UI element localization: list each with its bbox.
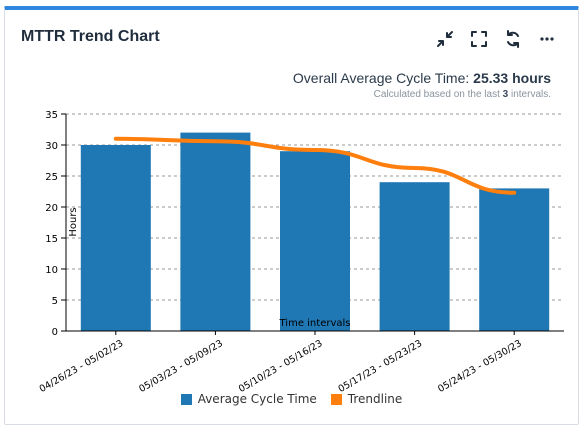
bar[interactable] xyxy=(280,151,350,331)
legend-item-trendline[interactable]: Trendline xyxy=(330,392,403,406)
y-axis-label: Hours xyxy=(68,207,79,236)
summary-note-prefix: Calculated based on the last xyxy=(373,89,500,100)
x-tick-label: 05/10/23 - 05/16/23 xyxy=(237,338,325,395)
bar[interactable] xyxy=(180,132,251,331)
y-tick-label: 25 xyxy=(45,172,58,183)
trendline xyxy=(113,136,517,195)
legend-label-bar: Average Cycle Time xyxy=(197,392,317,406)
x-tick-label: 04/26/23 - 05/02/23 xyxy=(38,338,126,395)
legend-swatch-trendline xyxy=(330,393,342,405)
y-tick-label: 0 xyxy=(52,327,58,338)
x-axis: 04/26/23 - 05/02/23 05/03/23 - 05/09/23 05… xyxy=(38,330,564,395)
bar-series xyxy=(80,132,550,331)
legend-label-trendline: Trendline xyxy=(347,392,403,406)
chart-legend: Average Cycle Time Trendline xyxy=(5,392,578,406)
legend-swatch-bar xyxy=(180,393,192,405)
summary-block: Overall Average Cycle Time: 25.33 hours … xyxy=(293,70,551,100)
collapse-icon[interactable] xyxy=(434,28,456,50)
legend-item-bar[interactable]: Average Cycle Time xyxy=(180,392,317,406)
y-axis: 0 5 10 15 20 25 30 35 xyxy=(45,110,67,338)
y-tick-label: 35 xyxy=(45,110,58,121)
fullscreen-icon[interactable] xyxy=(468,28,490,50)
summary-note-suffix: intervals. xyxy=(510,89,551,100)
chart-card: MTTR Trend Chart xyxy=(4,6,579,425)
y-tick-label: 20 xyxy=(45,203,58,214)
bar[interactable] xyxy=(379,182,450,331)
y-tick-label: 5 xyxy=(52,296,58,307)
summary-note-count: 3 xyxy=(502,89,509,100)
x-tick-label: 05/17/23 - 05/23/23 xyxy=(336,338,424,395)
x-tick-label: 05/03/23 - 05/09/23 xyxy=(137,338,225,395)
card-toolbar xyxy=(434,28,558,50)
y-tick-label: 30 xyxy=(45,141,58,152)
bar[interactable] xyxy=(479,188,550,331)
chart-svg: 0 5 10 15 20 25 30 35 04/26/23 - 05/02/23 05/03/… xyxy=(38,110,564,395)
x-axis-label: Time intervals xyxy=(279,318,351,329)
summary-headline: Overall Average Cycle Time: 25.33 hours xyxy=(293,70,551,86)
summary-label: Overall Average Cycle Time: xyxy=(292,70,470,86)
refresh-icon[interactable] xyxy=(502,28,524,50)
summary-note: Calculated based on the last 3 intervals… xyxy=(293,89,551,100)
y-tick-label: 15 xyxy=(45,234,58,245)
trendline-series xyxy=(113,136,517,195)
summary-value: 25.33 hours xyxy=(473,70,551,86)
bar[interactable] xyxy=(80,145,151,331)
card-title: MTTR Trend Chart xyxy=(21,28,160,45)
more-icon[interactable] xyxy=(536,28,558,50)
x-tick-label: 05/24/23 - 05/30/23 xyxy=(436,338,524,395)
y-tick-label: 10 xyxy=(45,265,58,276)
